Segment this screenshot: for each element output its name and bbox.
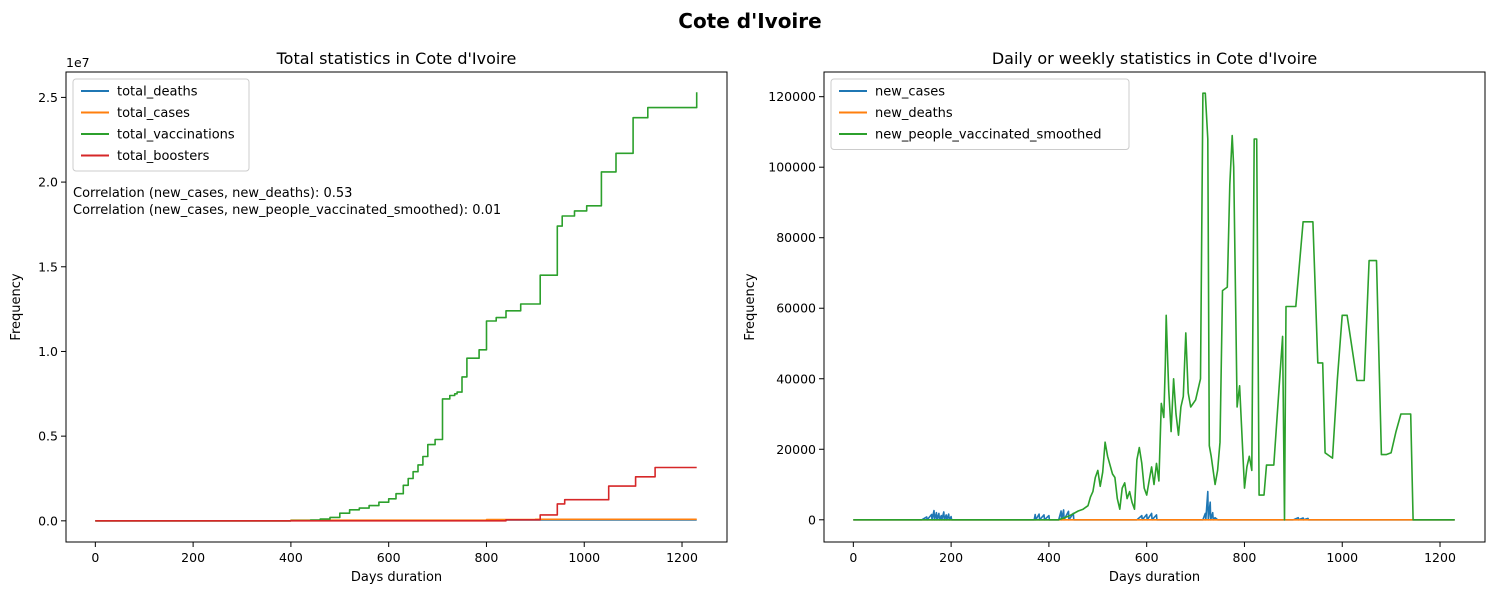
series-line-new-people-vaccinated-smoothed: [853, 92, 1455, 521]
y-tick-label: 1.5: [38, 259, 58, 274]
series-line-total-vaccinations: [95, 92, 698, 522]
y-axis-label: Frequency: [9, 273, 24, 340]
plot-frame: [823, 71, 1486, 543]
y-axis-label: Frequency: [743, 273, 758, 340]
legend-label: total_vaccinations: [117, 128, 235, 143]
x-tick-label: 800: [475, 550, 499, 565]
x-axis-label: Days duration: [351, 570, 442, 585]
x-tick-label: 0: [91, 550, 99, 565]
plot-title: Total statistics in Cote d'Ivoire: [276, 49, 517, 68]
legend-label: new_cases: [875, 85, 945, 100]
correlation-annotation: Correlation (new_cases, new_deaths): 0.5…: [73, 186, 352, 201]
x-tick-label: 200: [181, 550, 205, 565]
legend: [72, 78, 250, 172]
x-tick-label: 200: [939, 550, 963, 565]
x-tick-label: 400: [1037, 550, 1061, 565]
x-tick-label: 600: [377, 550, 401, 565]
legend-label: new_deaths: [875, 106, 953, 121]
x-tick-label: 800: [1233, 550, 1257, 565]
x-tick-label: 1000: [568, 550, 600, 565]
series-line-new-cases: [853, 490, 1455, 521]
legend-label: total_boosters: [117, 149, 210, 164]
y-tick-label: 80000: [776, 230, 816, 245]
y-tick-label: 0: [808, 512, 816, 527]
legend-label: total_cases: [117, 106, 190, 121]
x-tick-label: 600: [1135, 550, 1159, 565]
y-tick-label: 1.0: [38, 344, 58, 359]
legend-label: total_deaths: [117, 85, 198, 100]
legend-label: new_people_vaccinated_smoothed: [875, 128, 1101, 143]
y-tick-label: 0.0: [38, 513, 58, 528]
plot-title: Daily or weekly statistics in Cote d'Ivo…: [992, 49, 1317, 68]
x-tick-label: 0: [849, 550, 857, 565]
y-tick-label: 60000: [776, 301, 816, 316]
x-tick-label: 400: [279, 550, 303, 565]
y-scale-offset: 1e7: [66, 55, 90, 70]
chart-total-statistics: Total statistics in Cote d'Ivoire 0 200 400…: [9, 49, 728, 585]
x-tick-label: 1000: [1326, 550, 1358, 565]
y-tick-label: 2.0: [38, 175, 58, 190]
figure-title: Cote d'Ivoire: [678, 9, 821, 33]
y-tick-label: 0.5: [38, 429, 58, 444]
y-tick-label: 120000: [768, 89, 816, 104]
legend: [830, 78, 1130, 150]
y-tick-label: 40000: [776, 371, 816, 386]
series-line-total-boosters: [95, 466, 697, 522]
x-tick-label: 1200: [1424, 550, 1456, 565]
plot-frame: [65, 71, 728, 543]
y-tick-label: 2.5: [38, 90, 58, 105]
chart-daily-weekly-statistics: Daily or weekly statistics in Cote d'Ivo…: [743, 49, 1486, 585]
x-tick-label: 1200: [666, 550, 698, 565]
x-axis-label: Days duration: [1109, 570, 1200, 585]
y-tick-label: 100000: [768, 160, 816, 175]
y-tick-label: 20000: [776, 442, 816, 457]
correlation-annotation: Correlation (new_cases, new_people_vacci…: [73, 203, 501, 218]
